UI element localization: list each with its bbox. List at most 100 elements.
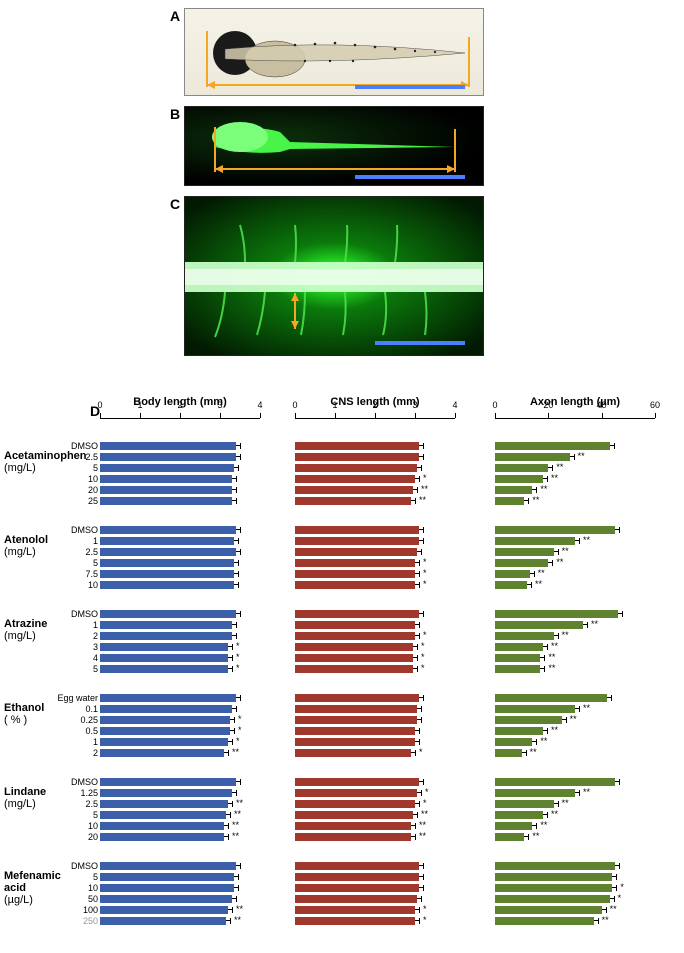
error-cap (536, 739, 537, 745)
error-cap (419, 907, 420, 913)
error-cap (417, 487, 418, 493)
bar (295, 559, 415, 567)
axis-tick (100, 413, 101, 418)
bar (295, 694, 419, 702)
significance-marker: * (423, 631, 427, 639)
significance-marker: * (238, 715, 242, 723)
axis-tick (180, 413, 181, 418)
error-cap (238, 571, 239, 577)
bar (495, 632, 554, 640)
bar (295, 727, 415, 735)
bar (295, 475, 415, 483)
error-cap (240, 527, 241, 533)
significance-marker: ** (232, 821, 239, 829)
significance-marker: ** (232, 748, 239, 756)
dose-label: 250 (3, 916, 98, 926)
axis-tick (140, 413, 141, 418)
bar (100, 917, 226, 925)
error-cap (238, 874, 239, 880)
bar (295, 537, 419, 545)
panel-C-label: C (170, 196, 180, 212)
error-cap (240, 779, 241, 785)
axis-tick-label: 0 (97, 400, 102, 410)
significance-marker: ** (610, 905, 617, 913)
panel-B-scale-bar (355, 175, 465, 179)
dose-label: 1.25 (3, 788, 98, 798)
bar (295, 643, 413, 651)
bar (100, 862, 236, 870)
axis-tick (602, 413, 603, 418)
bar (100, 665, 228, 673)
error-cap (240, 549, 241, 555)
dose-label: 1 (3, 620, 98, 630)
error-cap (234, 728, 235, 734)
significance-marker: ** (234, 810, 241, 818)
bar (495, 822, 532, 830)
bar (495, 833, 524, 841)
bar (100, 884, 234, 892)
error-cap (419, 560, 420, 566)
significance-marker: ** (551, 642, 558, 650)
axis-tick (655, 413, 656, 418)
significance-marker: * (423, 905, 427, 913)
significance-marker: ** (236, 905, 243, 913)
dose-label: 5 (3, 872, 98, 882)
error-cap (232, 655, 233, 661)
figure: A B (0, 0, 684, 953)
error-cap (423, 863, 424, 869)
significance-marker: * (421, 642, 425, 650)
dose-label: 3 (3, 642, 98, 652)
bar (495, 486, 532, 494)
significance-marker: ** (562, 799, 569, 807)
error-cap (619, 863, 620, 869)
bar (495, 749, 522, 757)
significance-marker: ** (419, 496, 426, 504)
error-cap (547, 812, 548, 818)
axis-tick-label: 2 (177, 400, 182, 410)
significance-marker: ** (540, 485, 547, 493)
error-cap (234, 717, 235, 723)
axis-tick-label: 1 (137, 400, 142, 410)
bar (495, 873, 612, 881)
axis-tick (455, 413, 456, 418)
panel-A-scale-bar (355, 85, 465, 89)
error-cap (598, 918, 599, 924)
axis-tick-label: 1 (332, 400, 337, 410)
bar (295, 862, 419, 870)
error-cap (240, 454, 241, 460)
error-cap (558, 549, 559, 555)
significance-marker: ** (551, 726, 558, 734)
error-cap (421, 717, 422, 723)
significance-marker: ** (570, 715, 577, 723)
significance-marker: * (423, 558, 427, 566)
dose-label: 5 (3, 463, 98, 473)
error-cap (534, 571, 535, 577)
bar (100, 442, 236, 450)
error-cap (417, 644, 418, 650)
bar (295, 632, 415, 640)
error-cap (574, 454, 575, 460)
bar (100, 811, 226, 819)
error-cap (421, 896, 422, 902)
error-cap (230, 812, 231, 818)
axis-tick-label: 40 (597, 400, 607, 410)
dose-label: 0.1 (3, 704, 98, 714)
significance-marker: * (423, 580, 427, 588)
bar (100, 632, 232, 640)
significance-marker: * (425, 788, 429, 796)
error-cap (419, 728, 420, 734)
bar (295, 778, 419, 786)
bar (495, 694, 607, 702)
bar (295, 581, 415, 589)
error-cap (415, 498, 416, 504)
significance-marker: ** (236, 799, 243, 807)
significance-marker: ** (591, 620, 598, 628)
dose-label: DMSO (3, 861, 98, 871)
bar (295, 610, 419, 618)
axis-tick-label: 3 (412, 400, 417, 410)
bar (100, 738, 228, 746)
error-cap (616, 874, 617, 880)
significance-marker: ** (562, 547, 569, 555)
dose-label: 7.5 (3, 569, 98, 579)
error-cap (240, 863, 241, 869)
